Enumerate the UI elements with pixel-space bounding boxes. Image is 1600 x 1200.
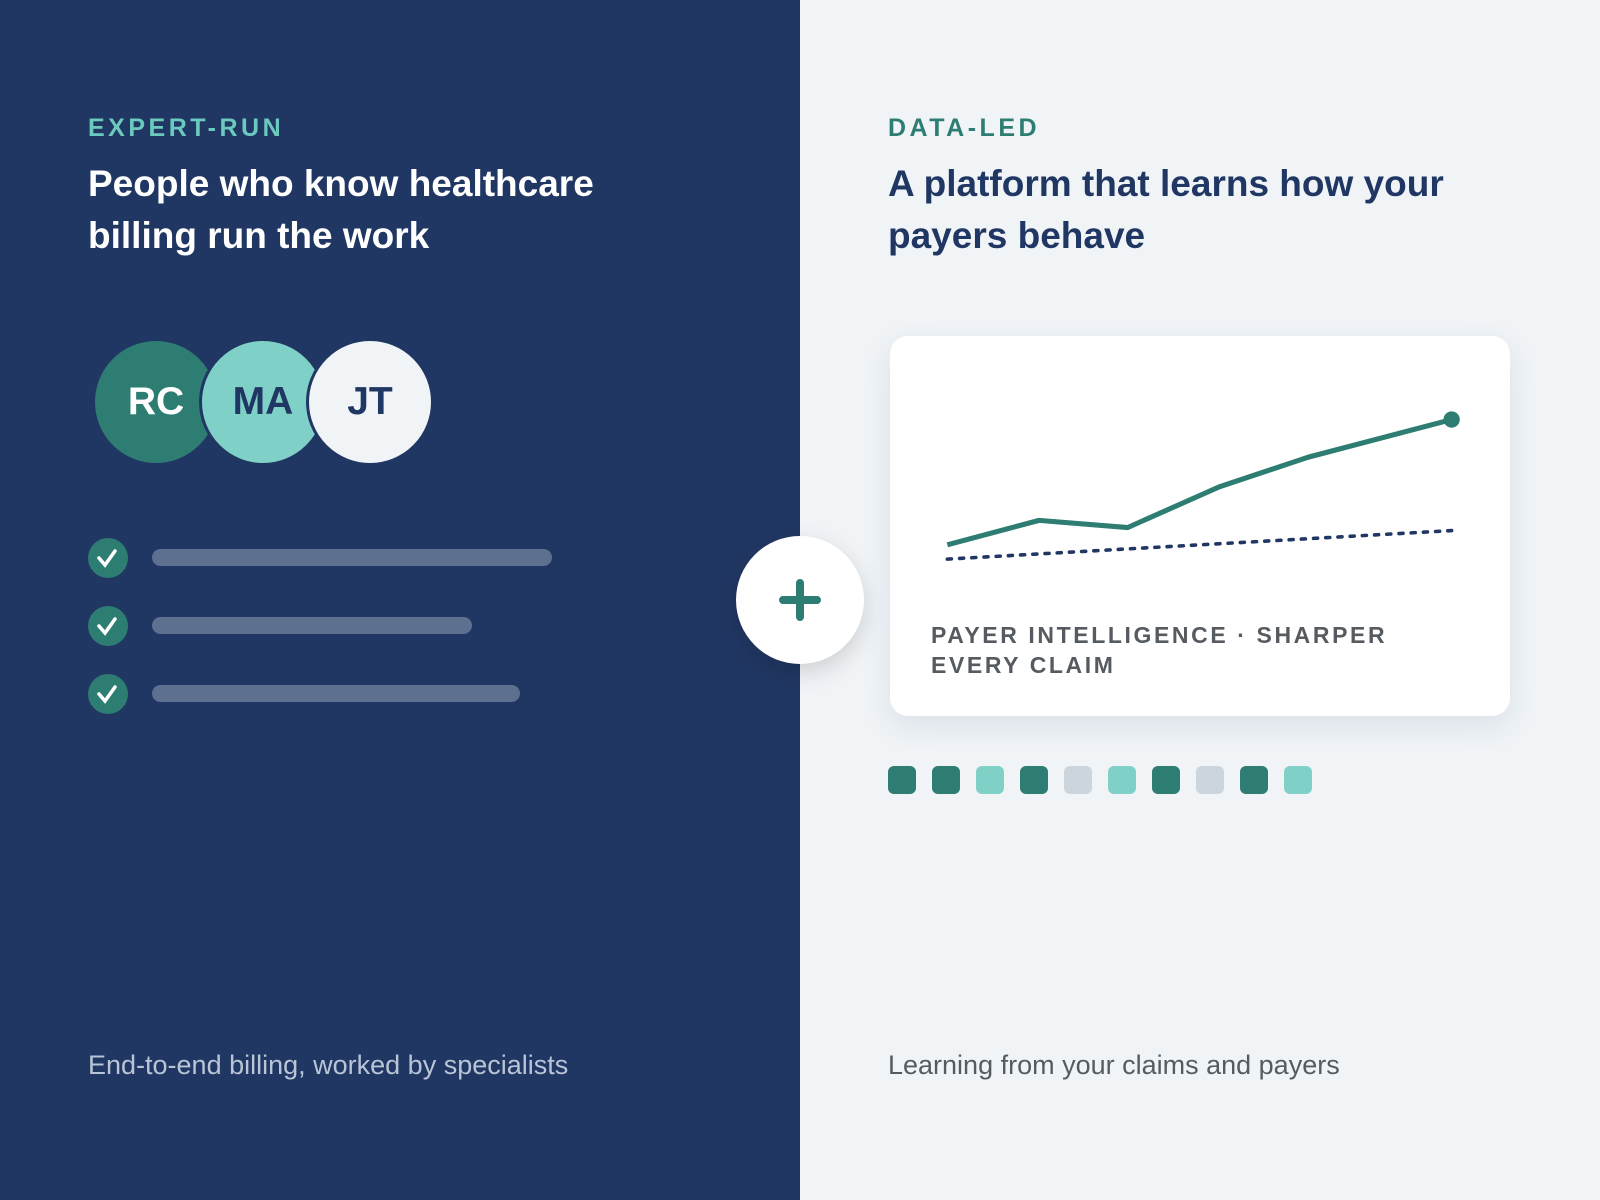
status-square [932,766,960,794]
trend-illustration [945,411,1460,561]
avatar: MA [199,338,327,466]
eyebrow: DATA-LED [888,114,1041,142]
eyebrow: EXPERT-RUN [88,114,285,142]
panel-footer: End-to-end billing, worked by specialist… [88,1050,569,1080]
avatar: JT [306,338,434,466]
left-panel [0,0,800,1200]
plus-icon [779,579,821,621]
check-item [88,538,552,578]
status-square [1152,766,1180,794]
status-square [1064,766,1092,794]
checklist [88,538,552,714]
plus-badge [736,536,864,664]
status-square [1020,766,1048,794]
panel-footer: Learning from your claims and payers [888,1050,1340,1080]
status-square [1284,766,1312,794]
panel-title: People who know healthcare billing run t… [88,163,594,256]
status-square [1108,766,1136,794]
status-square [976,766,1004,794]
status-square [1196,766,1224,794]
panel-title: A platform that learns how your payers b… [888,163,1444,256]
status-square [1240,766,1268,794]
avatar: RC [92,338,220,466]
card-caption: PAYER INTELLIGENCE · SHARPER EVERY CLAIM [931,622,1388,678]
status-square [888,766,916,794]
insight-card: PAYER INTELLIGENCE · SHARPER EVERY CLAIM [890,336,1510,716]
check-item [88,674,520,714]
check-item [88,606,472,646]
